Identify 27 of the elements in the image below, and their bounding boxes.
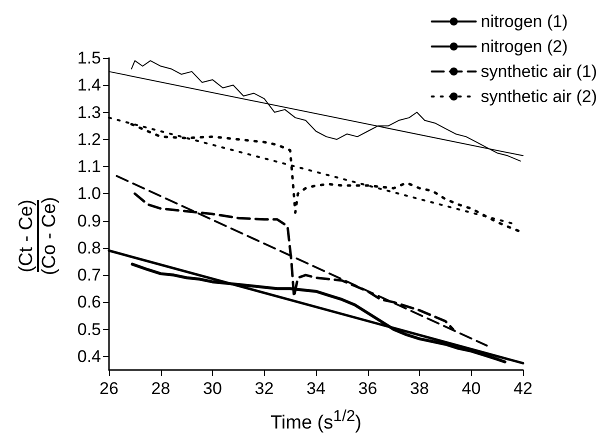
x-tick-label: 28 [151,379,170,398]
x-tick-label: 38 [410,379,429,398]
x-axis-title: Time (s$^{1/2}$) [270,408,362,434]
y-axis-title: (Ct - Ce) (Co - Ce) [16,196,60,276]
y-tick-label: 0.4 [77,346,101,366]
x-tick-label: 40 [462,379,481,398]
y-tick-label: 1.2 [77,130,101,149]
y-tick-label: 1.3 [77,102,101,122]
x-tick-label: 42 [514,379,532,398]
legend-label: nitrogen (1) [480,12,568,31]
y-tick-label: 1.0 [77,184,101,204]
x-tick-label: 34 [306,379,326,398]
x-tick-label: 30 [203,379,222,398]
y-tick-label: 0.7 [77,266,101,285]
x-tick-label: 36 [358,379,378,398]
legend-label: synthetic air (2) [480,87,597,106]
y-tick-label: 0.6 [77,292,101,312]
y-tick-label: 1.5 [77,48,101,68]
x-tick-label: 26 [100,379,118,398]
legend-label: synthetic air (1) [480,62,597,81]
y-tick-label: 0.8 [77,238,101,258]
y-tick-label: 0.9 [77,211,101,230]
x-tick-label: 32 [254,379,274,398]
legend-label: nitrogen (2) [480,37,568,56]
y-tick-label: 1.1 [77,157,101,176]
y-tick-label: 1.4 [77,76,101,95]
y-tick-label: 0.5 [77,320,101,339]
